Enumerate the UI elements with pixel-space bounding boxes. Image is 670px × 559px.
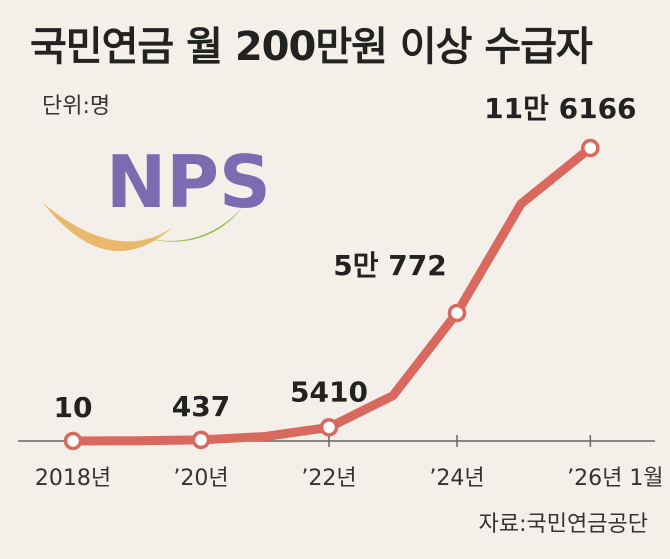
data-label: 10: [54, 391, 93, 424]
x-tick-label: ’24년: [429, 466, 484, 491]
data-label: 5만 772: [333, 249, 446, 282]
x-tick-label: ’20년: [173, 466, 228, 491]
chart-title: 국민연금 월 200만원 이상 수급자: [30, 24, 593, 70]
data-point-marker: [447, 303, 467, 323]
x-tick-label: ’26년 1월: [567, 466, 663, 491]
data-point-marker: [191, 430, 211, 450]
data-label: 11만 6166: [484, 92, 636, 125]
nps-logo-text: NPS: [106, 140, 271, 224]
data-label: 437: [172, 390, 230, 423]
source-note: 자료:국민연금공단: [478, 512, 648, 537]
logo-swoosh-orange: [43, 203, 173, 252]
data-point-marker: [63, 431, 83, 451]
data-label: 5410: [290, 375, 368, 408]
data-point-marker: [319, 418, 339, 437]
x-tick-label: ’22년: [301, 466, 356, 491]
x-tick-label: 2018년: [35, 466, 111, 491]
nps-logo: NPS: [43, 140, 271, 252]
unit-label: 단위:명: [42, 94, 111, 119]
data-point-marker: [581, 138, 600, 158]
